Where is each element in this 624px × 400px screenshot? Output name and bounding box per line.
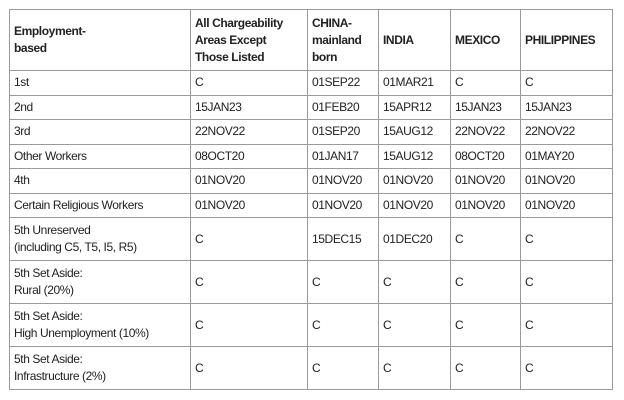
column-header: CHINA- mainland born: [307, 9, 379, 71]
table-cell: 15JAN23: [520, 94, 613, 120]
table-cell: C: [450, 70, 521, 96]
table-cell: C: [450, 217, 521, 261]
table-row: 1st C 01SEP22 01MAR21 C C: [9, 70, 613, 96]
table-row: 5th Unreserved (including C5, T5, I5, R5…: [9, 217, 613, 261]
row-label: 1st: [9, 70, 191, 96]
table-cell: C: [520, 260, 613, 304]
table-cell: 01NOV20: [378, 192, 451, 218]
row-label: Other Workers: [9, 143, 191, 169]
table-cell: C: [450, 303, 521, 347]
table-cell: 01NOV20: [450, 168, 521, 194]
row-label: 5th Set Aside: High Unemployment (10%): [9, 303, 191, 347]
table-cell: 01NOV20: [190, 168, 308, 194]
table-cell: 22NOV22: [520, 119, 613, 145]
table-cell: 01SEP22: [307, 70, 379, 96]
table-row: 5th Set Aside: Infrastructure (2%) C C C C C: [9, 346, 613, 390]
table-cell: 01NOV20: [307, 168, 379, 194]
table-cell: C: [450, 260, 521, 304]
table-cell: 15APR12: [378, 94, 451, 120]
table-cell: 01NOV20: [190, 192, 308, 218]
table-cell: 01NOV20: [378, 168, 451, 194]
table-cell: C: [190, 217, 308, 261]
table-cell: 01MAY20: [520, 143, 613, 169]
row-label: 5th Unreserved (including C5, T5, I5, R5…: [9, 217, 191, 261]
table-cell: 01FEB20: [307, 94, 379, 120]
table-cell: 01NOV20: [450, 192, 521, 218]
table-cell: 01SEP20: [307, 119, 379, 145]
table-cell: C: [190, 70, 308, 96]
table-cell: C: [307, 260, 379, 304]
table-row: 3rd 22NOV22 01SEP20 15AUG12 22NOV22 22NOV22: [9, 119, 613, 145]
table-cell: 08OCT20: [450, 143, 521, 169]
table-cell: 15AUG12: [378, 143, 451, 169]
column-header: MEXICO: [450, 9, 521, 71]
row-label: 5th Set Aside: Infrastructure (2%): [9, 346, 191, 390]
row-label: 2nd: [9, 94, 191, 120]
table-cell: 22NOV22: [450, 119, 521, 145]
table-cell: C: [520, 217, 613, 261]
column-header: INDIA: [378, 9, 451, 71]
table-cell: C: [520, 70, 613, 96]
header-row: Employment- based All Chargeability Areas…: [9, 9, 613, 71]
row-label: 5th Set Aside: Rural (20%): [9, 260, 191, 304]
column-header: Employment- based: [9, 9, 191, 71]
table-cell: 22NOV22: [190, 119, 308, 145]
table-cell: C: [378, 346, 451, 390]
table-cell: 01NOV20: [307, 192, 379, 218]
table-cell: C: [378, 303, 451, 347]
visa-bulletin-table: Employment- based All Chargeability Areas…: [9, 9, 613, 390]
table-row: 2nd 15JAN23 01FEB20 15APR12 15JAN23 15JAN23: [9, 94, 613, 120]
table-cell: 01MAR21: [378, 70, 451, 96]
table-row: Other Workers 08OCT20 01JAN17 15AUG12 08OCT2…: [9, 143, 613, 169]
table-cell: 01NOV20: [520, 192, 613, 218]
table-row: 4th 01NOV20 01NOV20 01NOV20 01NOV20 01NOV20: [9, 168, 613, 194]
table-cell: 01DEC20: [378, 217, 451, 261]
table-row: 5th Set Aside: Rural (20%) C C C C C: [9, 260, 613, 304]
row-label: Certain Religious Workers: [9, 192, 191, 218]
table-cell: C: [307, 303, 379, 347]
table-cell: C: [378, 260, 451, 304]
table-row: Certain Religious Workers 01NOV20 01NOV20 0…: [9, 192, 613, 218]
table-cell: 08OCT20: [190, 143, 308, 169]
table-cell: C: [520, 346, 613, 390]
table-cell: 15AUG12: [378, 119, 451, 145]
table-cell: 15JAN23: [450, 94, 521, 120]
table-cell: 01NOV20: [520, 168, 613, 194]
table-cell: 15DEC15: [307, 217, 379, 261]
column-header: All Chargeability Areas Except Those Lis…: [190, 9, 308, 71]
table-cell: C: [450, 346, 521, 390]
table-row: 5th Set Aside: High Unemployment (10%) C C…: [9, 303, 613, 347]
table-cell: 15JAN23: [190, 94, 308, 120]
table-cell: C: [520, 303, 613, 347]
table-cell: C: [190, 260, 308, 304]
row-label: 4th: [9, 168, 191, 194]
table-cell: C: [190, 303, 308, 347]
table-cell: 01JAN17: [307, 143, 379, 169]
row-label: 3rd: [9, 119, 191, 145]
column-header: PHILIPPINES: [520, 9, 613, 71]
table-cell: C: [307, 346, 379, 390]
table-cell: C: [190, 346, 308, 390]
